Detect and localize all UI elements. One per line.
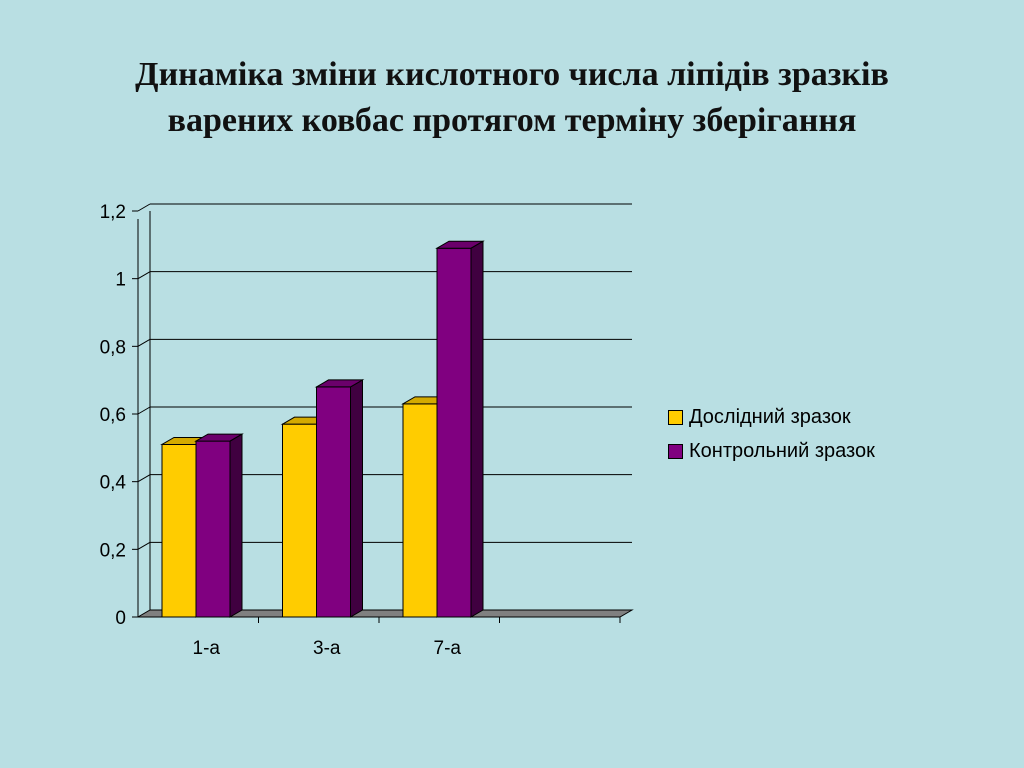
y-tick-label: 0,8 [100,337,126,358]
bar-top [194,433,244,442]
bar-control [435,240,485,618]
slide-title: Динаміка зміни кислотного числа ліпідів … [0,52,1024,144]
y-tick-label: 0,4 [100,473,127,494]
y-tick-label: 1,2 [100,202,126,223]
legend-label-control: Контрольний зразок [689,439,875,462]
bar-front [161,443,197,618]
y-tick-label: 1 [115,270,126,291]
title-line-2: варених ковбас протягом терміну зберіган… [167,102,857,139]
y-tick-label: 0,6 [100,405,126,426]
bar-control [314,379,365,618]
title-line-1: Динаміка зміни кислотного числа ліпідів … [135,56,889,93]
bar-front [436,247,472,618]
bar-side [229,433,243,618]
gridline-diagonal [137,474,151,483]
bar-front [195,440,231,618]
x-tick-label: 3-а [313,638,341,659]
y-tick-label: 0 [115,608,126,629]
bar-front [402,403,438,618]
gridline-diagonal [137,338,151,347]
x-tick-label: 7-а [434,638,462,659]
bar-control [194,433,244,618]
gridline-diagonal [137,406,151,415]
x-tick-label: 1-а [193,638,221,659]
y-tick-label: 0,2 [100,540,126,561]
legend-item-experimental: Дослідний зразок [668,400,875,434]
bar-side [470,240,484,618]
legend-swatch-control [668,443,683,459]
bar-front [316,386,351,618]
legend: Дослідний зразок Контрольний зразок [668,400,875,468]
bar-front [282,423,317,618]
legend-label-experimental: Дослідний зразок [689,405,851,428]
bar-side [350,379,363,618]
gridline-diagonal [137,203,151,212]
bar-top [435,240,485,249]
legend-swatch-experimental [668,409,683,425]
legend-item-control: Контрольний зразок [668,434,875,468]
gridline-diagonal [137,541,151,550]
gridline-diagonal [137,271,151,280]
bar-top [314,379,365,388]
